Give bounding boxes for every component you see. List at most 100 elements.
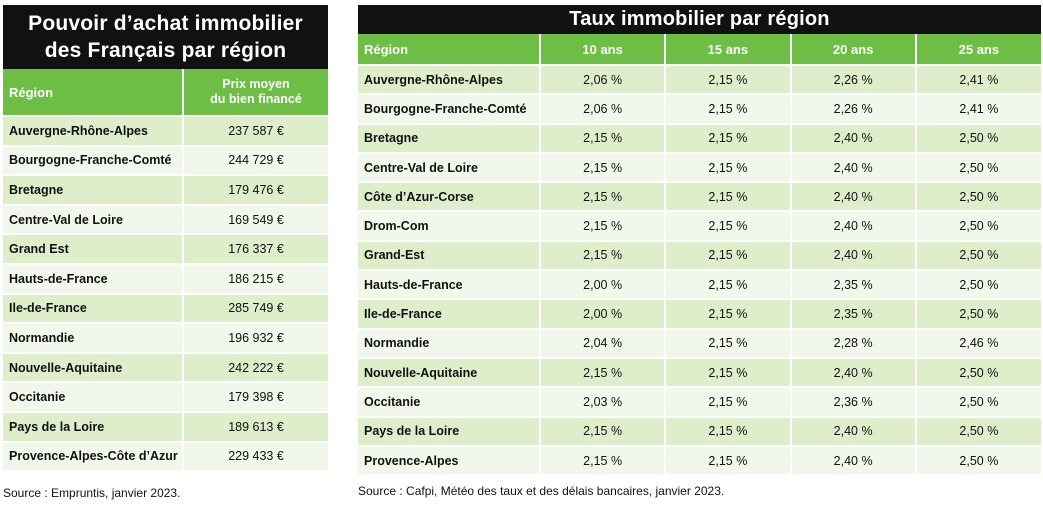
rate-25-ans-cell: 2,50 %	[915, 299, 1041, 330]
table-row: Centre-Val de Loire 169 549 €	[3, 204, 328, 236]
col-header-15-ans: 15 ans	[665, 34, 792, 66]
rate-25-ans-cell: 2,41 %	[915, 65, 1041, 96]
rate-25-ans-cell: 2,50 %	[915, 270, 1041, 301]
table-row: Hauts-de-France 2,00 % 2,15 % 2,35 % 2,50 %	[358, 270, 1041, 301]
rate-15-ans-cell: 2,15 %	[665, 328, 792, 359]
price-cell: 189 613 €	[183, 411, 328, 443]
table-row: Bretagne 179 476 €	[3, 175, 328, 206]
col-header-20-ans: 20 ans	[790, 34, 917, 66]
table-row: Côte d’Azur-Corse 2,15 % 2,15 % 2,40 % 2,50 …	[358, 182, 1041, 213]
rate-15-ans-cell: 2,15 %	[665, 445, 792, 477]
col-header-region: Région	[3, 69, 184, 117]
rate-10-ans-cell: 2,15 %	[540, 152, 667, 184]
region-cell: Bretagne	[3, 175, 184, 206]
region-cell: Bretagne	[358, 123, 541, 154]
rate-25-ans-cell: 2,50 %	[915, 182, 1041, 213]
rate-15-ans-cell: 2,15 %	[665, 123, 792, 154]
region-cell: Normandie	[3, 323, 184, 354]
table-row: Pays de la Loire 2,15 % 2,15 % 2,40 % 2,50 %	[358, 416, 1041, 447]
rate-25-ans-cell: 2,50 %	[915, 123, 1041, 154]
region-cell: Pays de la Loire	[3, 411, 184, 443]
table-row: Grand Est 176 337 €	[3, 234, 328, 265]
rates-panel: Taux immobilier par région Région 10 ans…	[358, 5, 1041, 477]
region-cell: Nouvelle-Aquitaine	[3, 352, 184, 384]
purchasing-power-source: Source : Empruntis, janvier 2023.	[3, 486, 181, 500]
rate-10-ans-cell: 2,15 %	[540, 211, 667, 242]
rate-15-ans-cell: 2,15 %	[665, 387, 792, 418]
rate-25-ans-cell: 2,50 %	[915, 240, 1041, 272]
table-row: Auvergne-Rhône-Alpes 2,06 % 2,15 % 2,26 % 2,…	[358, 65, 1041, 96]
region-cell: Centre-Val de Loire	[358, 152, 541, 184]
rate-15-ans-cell: 2,15 %	[665, 152, 792, 184]
region-cell: Auvergne-Rhône-Alpes	[358, 65, 541, 96]
region-cell: Drom-Com	[358, 211, 541, 242]
table-row: Ile-de-France 285 749 €	[3, 293, 328, 325]
rates-title: Taux immobilier par région	[358, 5, 1041, 34]
table-header-row: Région Prix moyen du bien financé	[3, 69, 328, 117]
rate-10-ans-cell: 2,00 %	[540, 270, 667, 301]
rate-20-ans-cell: 2,35 %	[790, 270, 917, 301]
rate-10-ans-cell: 2,15 %	[540, 240, 667, 272]
rate-15-ans-cell: 2,15 %	[665, 299, 792, 330]
table-row: Bourgogne-Franche-Comté 2,06 % 2,15 % 2,26 …	[358, 94, 1041, 125]
rate-20-ans-cell: 2,40 %	[790, 445, 917, 477]
region-cell: Normandie	[358, 328, 541, 359]
rate-15-ans-cell: 2,15 %	[665, 211, 792, 242]
table-row: Normandie 2,04 % 2,15 % 2,28 % 2,46 %	[358, 328, 1041, 359]
rate-25-ans-cell: 2,50 %	[915, 211, 1041, 242]
purchasing-power-panel: Pouvoir d’achat immobilier des Français …	[3, 5, 328, 473]
table-row: Drom-Com 2,15 % 2,15 % 2,40 % 2,50 %	[358, 211, 1041, 242]
purchasing-power-title: Pouvoir d’achat immobilier des Français …	[3, 5, 328, 69]
col-header-price: Prix moyen du bien financé	[183, 69, 328, 117]
rate-10-ans-cell: 2,04 %	[540, 328, 667, 359]
price-cell: 196 932 €	[183, 323, 328, 354]
table-row: Auvergne-Rhône-Alpes 237 587 €	[3, 116, 328, 147]
region-cell: Pays de la Loire	[358, 416, 541, 447]
price-cell: 242 222 €	[183, 352, 328, 384]
region-cell: Côte d’Azur-Corse	[358, 182, 541, 213]
rates-source: Source : Cafpi, Météo des taux et des dé…	[358, 484, 725, 498]
rates-table: Région 10 ans 15 ans 20 ans 25 ans Auver…	[358, 34, 1041, 477]
table-row: Bretagne 2,15 % 2,15 % 2,40 % 2,50 %	[358, 123, 1041, 154]
region-cell: Centre-Val de Loire	[3, 204, 184, 236]
price-cell: 285 749 €	[183, 293, 328, 325]
purchasing-power-table: Région Prix moyen du bien financé Auverg…	[3, 69, 328, 473]
rate-20-ans-cell: 2,40 %	[790, 152, 917, 184]
table-row: Ile-de-France 2,00 % 2,15 % 2,35 % 2,50 %	[358, 299, 1041, 330]
rate-20-ans-cell: 2,40 %	[790, 123, 917, 154]
price-cell: 237 587 €	[183, 116, 328, 147]
price-cell: 176 337 €	[183, 234, 328, 265]
region-cell: Hauts-de-France	[358, 270, 541, 301]
rate-20-ans-cell: 2,40 %	[790, 182, 917, 213]
region-cell: Grand-Est	[358, 240, 541, 272]
purchasing-power-title-line2: des Français par région	[44, 39, 287, 62]
purchasing-power-title-line1: Pouvoir d’achat immobilier	[28, 12, 303, 35]
region-cell: Ile-de-France	[358, 299, 541, 330]
rate-10-ans-cell: 2,15 %	[540, 182, 667, 213]
col-header-region: Région	[358, 34, 541, 66]
rate-25-ans-cell: 2,46 %	[915, 328, 1041, 359]
price-cell: 179 398 €	[183, 382, 328, 413]
region-cell: Provence-Alpes	[358, 445, 541, 477]
rate-15-ans-cell: 2,15 %	[665, 182, 792, 213]
region-cell: Occitanie	[358, 387, 541, 418]
table-row: Provence-Alpes 2,15 % 2,15 % 2,40 % 2,50 %	[358, 445, 1041, 477]
rate-25-ans-cell: 2,50 %	[915, 416, 1041, 447]
rate-20-ans-cell: 2,35 %	[790, 299, 917, 330]
table-row: Occitanie 2,03 % 2,15 % 2,36 % 2,50 %	[358, 387, 1041, 418]
rate-10-ans-cell: 2,15 %	[540, 445, 667, 477]
rate-20-ans-cell: 2,36 %	[790, 387, 917, 418]
col-header-10-ans: 10 ans	[540, 34, 667, 66]
region-cell: Hauts-de-France	[3, 263, 184, 295]
region-cell: Ile-de-France	[3, 293, 184, 325]
rate-10-ans-cell: 2,06 %	[540, 94, 667, 125]
table-row: Bourgogne-Franche-Comté 244 729 €	[3, 145, 328, 177]
price-cell: 179 476 €	[183, 175, 328, 206]
rate-15-ans-cell: 2,15 %	[665, 270, 792, 301]
rate-25-ans-cell: 2,41 %	[915, 94, 1041, 125]
price-cell: 186 215 €	[183, 263, 328, 295]
table-row: Normandie 196 932 €	[3, 323, 328, 354]
col-header-25-ans: 25 ans	[915, 34, 1041, 66]
rate-15-ans-cell: 2,15 %	[665, 357, 792, 389]
rate-20-ans-cell: 2,28 %	[790, 328, 917, 359]
